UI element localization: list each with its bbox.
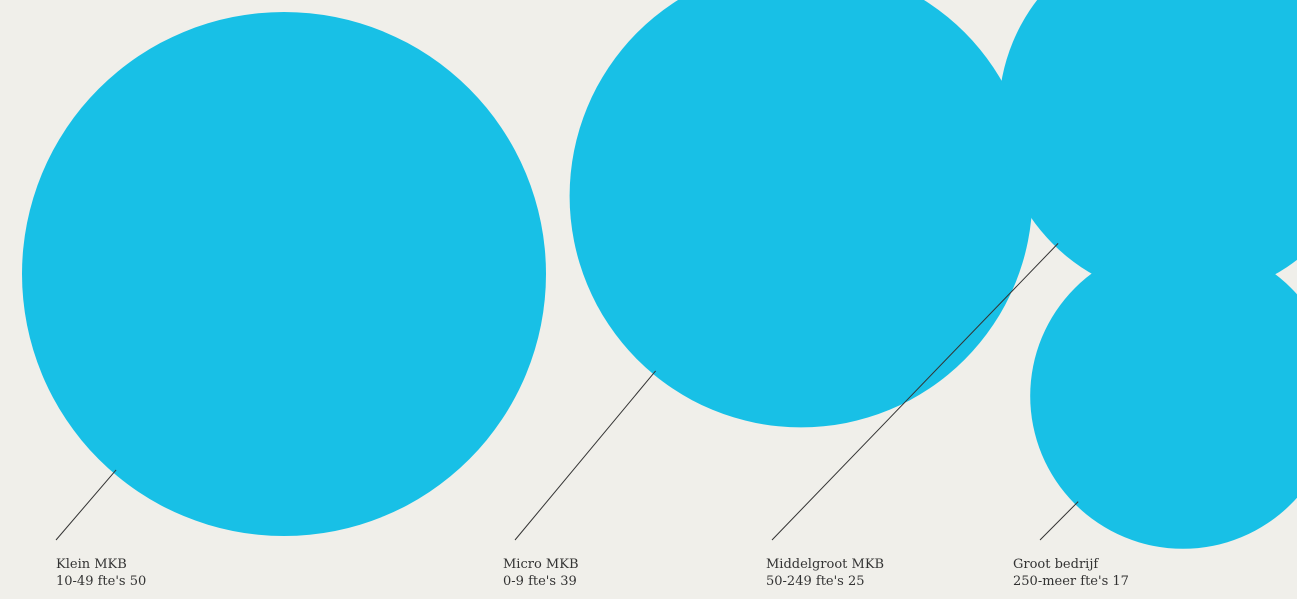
label-name: Micro MKB	[503, 557, 579, 572]
bubble-middelgroot-mkb	[998, 0, 1297, 299]
label-value: 39	[560, 574, 577, 589]
label-range-value: 0-9 fte's 39	[503, 573, 579, 590]
leader-line-middelgroot-mkb	[771, 243, 1059, 541]
label-middelgroot-mkb: Middelgroot MKB 50-249 fte's 25	[766, 556, 884, 590]
label-name: Groot bedrijf	[1013, 557, 1099, 572]
label-range: 0-9 fte's	[503, 574, 557, 589]
label-range-value: 250-meer fte's 17	[1013, 573, 1129, 590]
bubble-groot-bedrijf	[1030, 243, 1297, 549]
label-value: 17	[1112, 574, 1129, 589]
bubble-micro-mkb	[569, 0, 1033, 428]
leader-line-groot-bedrijf	[1039, 501, 1079, 541]
label-range: 10-49 fte's	[56, 574, 126, 589]
label-value: 50	[129, 574, 147, 589]
label-range-value: 50-249 fte's 25	[766, 573, 884, 590]
label-value: 25	[848, 574, 865, 589]
label-klein-mkb: Klein MKB 10-49 fte's 50	[56, 556, 146, 590]
leader-line-klein-mkb	[55, 469, 117, 541]
label-range: 250-meer fte's	[1013, 574, 1109, 589]
label-groot-bedrijf: Groot bedrijf 250-meer fte's 17	[1013, 556, 1129, 590]
label-name: Middelgroot MKB	[766, 557, 885, 572]
label-range-value: 10-49 fte's 50	[56, 573, 146, 590]
leader-line-micro-mkb	[514, 370, 656, 541]
label-micro-mkb: Micro MKB 0-9 fte's 39	[503, 556, 579, 590]
label-range: 50-249 fte's	[766, 574, 844, 589]
bubble-klein-mkb	[22, 12, 546, 536]
label-name: Klein MKB	[56, 557, 127, 572]
